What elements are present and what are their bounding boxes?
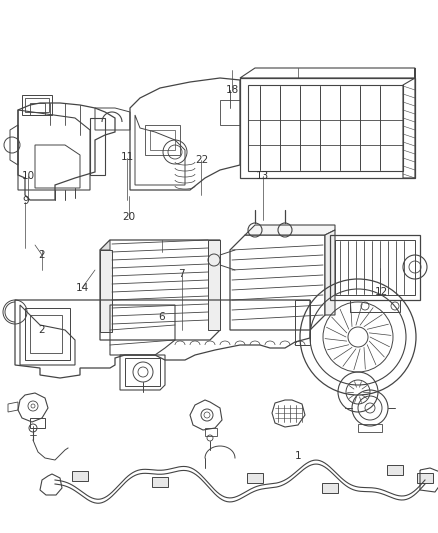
Text: 14: 14 [76,283,89,293]
Bar [150,130,175,150]
Text: 20: 20 [123,213,136,222]
Text: 11: 11 [120,152,134,162]
Text: 13: 13 [256,171,269,181]
Text: 22: 22 [195,155,208,165]
Bar [335,240,415,295]
Bar [145,125,180,155]
Bar [100,250,112,332]
Polygon shape [325,230,335,315]
Text: 9: 9 [22,197,29,206]
Bar [387,465,403,475]
Bar [25,308,70,360]
Text: 2: 2 [38,250,45,260]
Bar [350,300,400,312]
Polygon shape [245,225,335,235]
Bar [152,477,168,487]
Text: 7: 7 [178,270,185,279]
Text: 12: 12 [374,287,388,297]
Text: 1: 1 [294,451,301,461]
Bar [30,418,45,428]
Text: 18: 18 [226,85,239,94]
Bar [247,473,263,483]
Bar [25,98,49,112]
Bar [240,78,415,178]
Bar [30,315,62,353]
Bar [125,358,160,386]
Bar [22,95,52,115]
Bar [208,240,220,330]
Bar [248,85,403,171]
Bar [220,100,240,125]
Bar [30,103,45,115]
Bar [417,473,433,483]
Bar [330,235,420,300]
Polygon shape [100,240,110,250]
Bar [72,471,88,481]
Bar [358,424,382,432]
Bar [205,428,217,436]
Bar [322,483,338,493]
Text: 6: 6 [159,312,166,322]
Text: 10: 10 [22,171,35,181]
Text: 2: 2 [38,326,45,335]
